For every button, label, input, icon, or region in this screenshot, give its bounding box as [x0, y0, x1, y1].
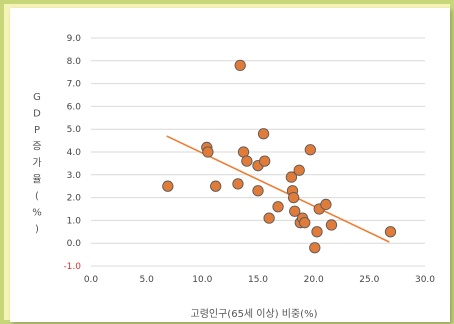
data-point: [299, 217, 311, 229]
x-tick-label: 30.0: [415, 275, 435, 285]
y-tick-label: 8.0: [67, 57, 82, 67]
data-point: [202, 146, 214, 158]
y-tick-label: 7.0: [67, 80, 82, 90]
data-point: [304, 144, 316, 156]
y-tick-label: -1.0: [63, 262, 81, 272]
y-axis-label-char: D: [33, 109, 41, 120]
x-tick-label: 25.0: [359, 275, 379, 285]
y-tick-label: 6.0: [67, 102, 82, 112]
data-point: [325, 219, 338, 231]
x-tick-label: 15.0: [248, 275, 268, 285]
y-tick-label: 9.0: [67, 34, 82, 44]
data-point: [241, 155, 253, 167]
scatter-chart: -1.00.01.02.03.04.05.06.07.08.09.00.0 5.0…: [32, 34, 435, 320]
data-point: [232, 178, 244, 190]
data-point: [210, 180, 222, 192]
y-tick-label: 4.0: [67, 148, 82, 158]
data-point: [311, 226, 323, 238]
data-point: [162, 180, 174, 192]
chart-card: -1.0 0.0 1.0 2.0 3.0 4.0 5.0 6.0 7.0 8.0 9.0 0.0 5.0…: [10, 8, 450, 322]
y-axis-label-char: (: [35, 191, 39, 202]
y-tick-label: 2.0: [67, 194, 82, 204]
data-point: [384, 226, 397, 238]
data-point: [289, 205, 301, 217]
y-axis-label-char: %: [32, 208, 42, 219]
y-tick-label: 5.0: [67, 125, 82, 135]
data-point: [259, 155, 271, 167]
data-point: [272, 201, 284, 213]
data-point: [263, 212, 275, 224]
x-tick-label: 5.0: [140, 275, 155, 285]
y-tick-label: 3.0: [67, 171, 82, 181]
y-tick-label: 0.0: [67, 239, 82, 249]
data-point: [285, 171, 298, 183]
data-point: [257, 128, 270, 140]
y-axis-label-char: 가: [32, 157, 41, 169]
y-axis-label-char: G: [33, 92, 41, 103]
y-axis-label-char: ): [35, 224, 39, 235]
x-tick-label: 0.0: [84, 275, 99, 285]
x-tick-label: 10.0: [192, 275, 212, 285]
data-point: [320, 198, 332, 211]
y-axis-label-char: P: [34, 125, 40, 136]
data-point: [287, 191, 300, 204]
y-axis-label-char: 율: [32, 174, 41, 186]
y-axis-label-char: 증: [32, 141, 41, 153]
data-point: [234, 59, 246, 72]
x-axis-label: 고령인구(65세 이상) 비중(%): [191, 308, 318, 320]
data-point: [293, 164, 305, 176]
y-tick-label: 1.0: [67, 216, 82, 226]
x-tick-label: 20.0: [304, 275, 324, 285]
data-point: [252, 185, 264, 197]
data-point: [309, 242, 321, 254]
